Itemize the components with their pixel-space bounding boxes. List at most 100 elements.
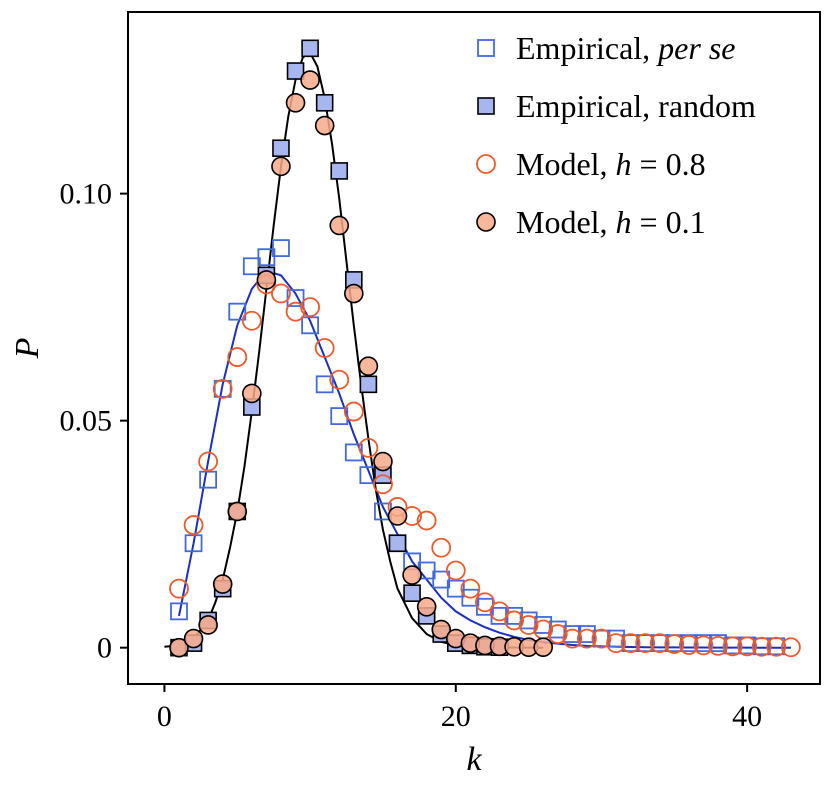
legend-label: Model, h = 0.8 — [516, 146, 706, 182]
data-point — [431, 537, 452, 558]
series-2-points — [170, 39, 509, 657]
data-point — [432, 570, 451, 589]
data-point — [650, 634, 669, 653]
data-point — [242, 257, 261, 276]
data-point — [286, 289, 305, 307]
data-point — [300, 297, 321, 318]
legend-label-text: Empirical, random — [516, 88, 756, 124]
data-point — [664, 634, 685, 654]
legend-label-tail: = 0.8 — [632, 146, 706, 182]
data-point — [562, 628, 583, 649]
data-point — [285, 301, 306, 322]
data-point — [285, 93, 306, 113]
data-point — [271, 156, 291, 177]
data-point — [475, 592, 495, 613]
data-point — [241, 310, 262, 331]
data-point — [183, 628, 204, 649]
data-point — [343, 401, 364, 422]
x-tick-label: 40 — [732, 700, 762, 733]
data-point — [489, 601, 510, 622]
data-point — [592, 629, 611, 648]
legend-marker — [476, 154, 496, 174]
data-point — [198, 451, 219, 472]
data-point — [387, 506, 408, 526]
fit-line-2 — [164, 51, 544, 649]
legend-label: Empirical, per se — [516, 30, 735, 66]
data-point — [212, 378, 233, 399]
data-point — [344, 283, 364, 304]
data-point — [169, 637, 189, 658]
legend-marker — [477, 39, 495, 57]
y-axis-label: P — [9, 338, 46, 360]
data-point — [170, 602, 188, 621]
x-tick-label: 0 — [157, 700, 172, 733]
data-point — [722, 636, 743, 657]
data-point — [257, 248, 276, 267]
data-point — [693, 635, 714, 656]
data-point — [199, 470, 218, 489]
series-4-points — [169, 70, 554, 658]
legend-label-italic: h — [616, 204, 632, 240]
data-point — [751, 636, 772, 657]
data-point — [183, 515, 204, 535]
legend-label: Empirical, random — [516, 88, 756, 124]
legend-marker — [476, 212, 496, 232]
data-point — [329, 215, 350, 236]
fit-lines — [164, 51, 791, 649]
data-point — [242, 383, 262, 404]
legend-item-1: Empirical, per se — [477, 30, 735, 66]
plot-frame — [127, 11, 821, 685]
data-point — [228, 302, 247, 321]
data-points — [169, 39, 801, 658]
data-point — [359, 375, 378, 394]
data-point — [286, 62, 305, 80]
legend-label-text: Empirical, — [516, 30, 658, 66]
data-point — [533, 637, 554, 658]
data-point — [330, 407, 349, 426]
data-point — [300, 70, 320, 90]
data-point — [169, 578, 189, 599]
legend-item-4: Model, h = 0.1 — [476, 204, 706, 240]
data-point — [315, 375, 334, 394]
y-tick-label: 0 — [97, 632, 112, 665]
data-point — [416, 597, 437, 617]
data-point — [635, 633, 656, 654]
data-point — [461, 588, 480, 607]
data-point — [315, 94, 334, 112]
legend-marker — [477, 97, 495, 115]
legend-label-italic: per se — [656, 30, 735, 66]
y-tick-label: 0.10 — [60, 178, 113, 211]
data-point — [272, 239, 290, 258]
data-point — [708, 635, 728, 656]
data-point — [227, 501, 248, 522]
x-axis-label: k — [466, 741, 482, 778]
data-point — [358, 356, 379, 376]
data-point — [591, 628, 612, 649]
data-point — [301, 39, 319, 58]
data-point — [358, 437, 379, 458]
data-point — [403, 584, 421, 602]
data-point — [184, 534, 203, 553]
data-point — [766, 636, 787, 657]
data-point — [314, 338, 335, 358]
data-point — [636, 634, 655, 653]
data-point — [445, 560, 466, 581]
data-point — [330, 162, 349, 180]
data-point — [446, 579, 465, 598]
data-point — [373, 474, 393, 495]
legend-label-text: Model, — [516, 204, 616, 240]
data-point — [577, 628, 597, 649]
data-point — [388, 534, 407, 553]
data-point — [737, 636, 758, 657]
fit-line-1 — [178, 269, 791, 649]
data-point — [271, 283, 291, 304]
data-point — [256, 270, 277, 290]
legend-label-text: Model, — [516, 146, 616, 182]
data-point — [780, 637, 801, 658]
legend-item-2: Empirical, random — [477, 88, 756, 124]
data-point — [504, 610, 524, 631]
legend-label-tail: = 0.1 — [632, 204, 706, 240]
data-point — [620, 633, 641, 654]
data-point — [431, 619, 452, 640]
